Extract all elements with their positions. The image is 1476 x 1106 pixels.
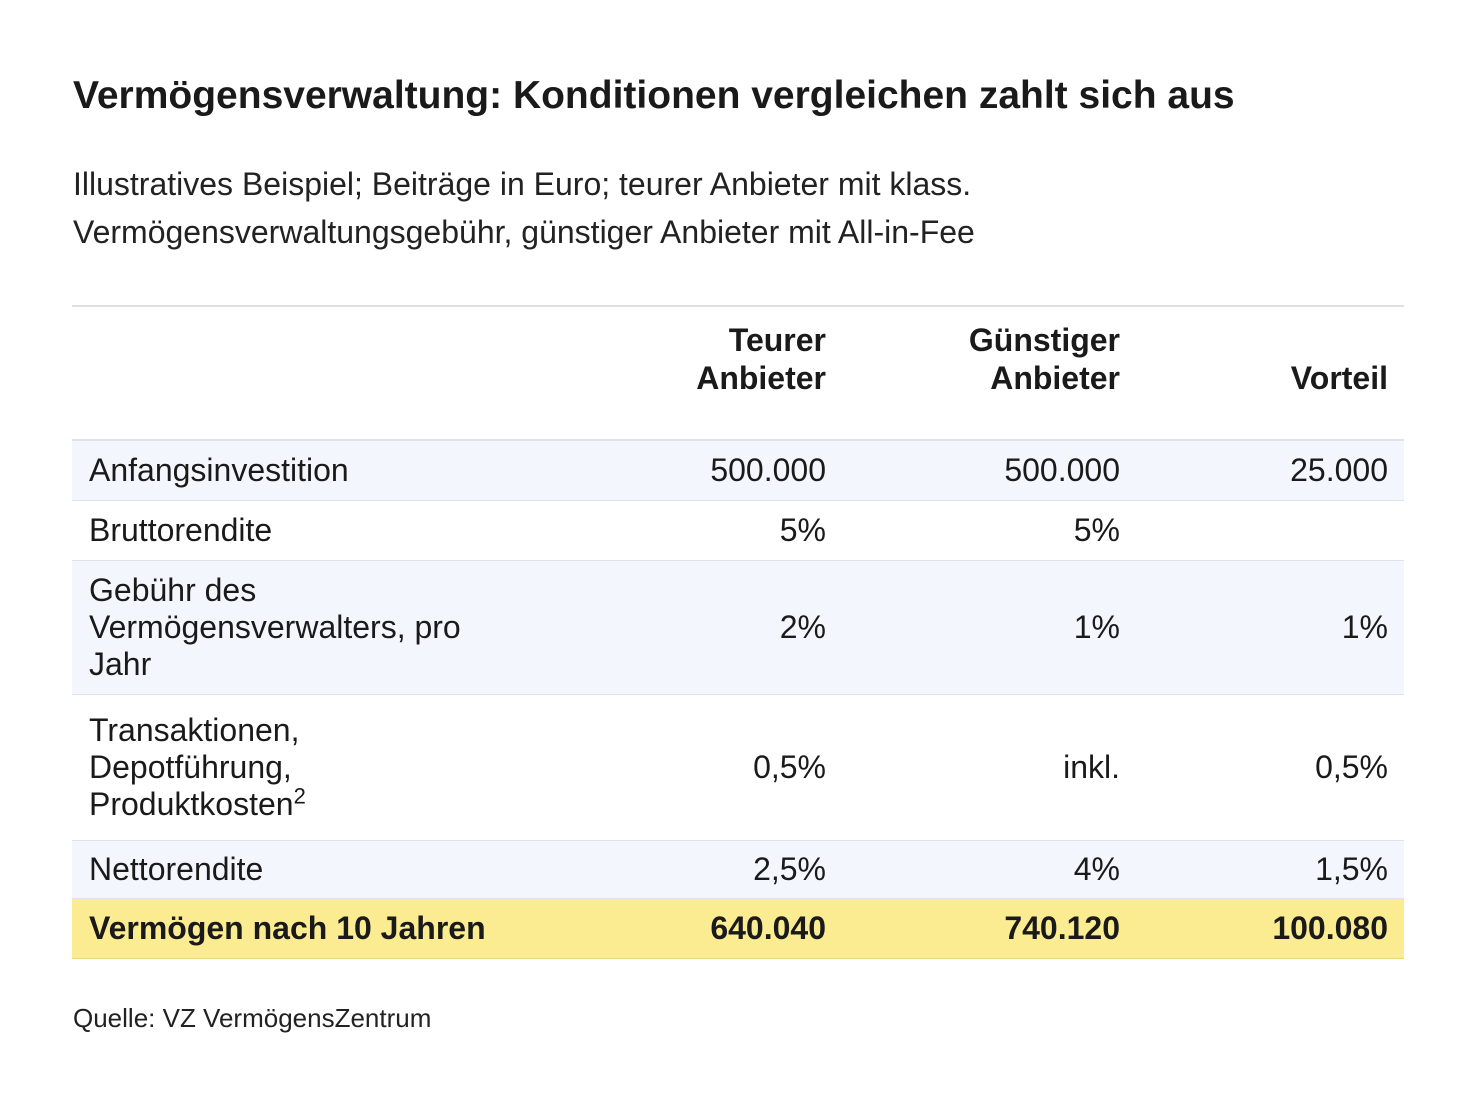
table-cell: 0,5% <box>753 749 826 785</box>
header-teurer-anbieter: Teurer Anbieter <box>524 321 826 397</box>
total-cell: 740.120 <box>1004 910 1120 946</box>
row-label-line: Anfangsinvestition <box>89 452 349 488</box>
table-cell: 25.000 <box>1290 452 1388 488</box>
header-vorteil: Vorteil <box>1120 359 1388 397</box>
table-cell: 500.000 <box>710 452 826 488</box>
table-cell: 1% <box>1073 609 1120 645</box>
row-label-line: Vermögensverwalters, pro <box>89 609 461 645</box>
table-header-row: Teurer Anbieter Günstiger Anbieter Vorte… <box>72 307 1404 441</box>
table-row: Gebühr des Vermögensverwalters, pro Jahr… <box>72 561 1404 695</box>
header-guenstiger-anbieter: Günstiger Anbieter <box>826 321 1120 397</box>
table-row: Transaktionen, Depotführung, Produktkost… <box>72 695 1404 841</box>
table-cell: 0,5% <box>1315 749 1388 785</box>
table-cell: 1,5% <box>1315 851 1388 887</box>
row-label: Gebühr des Vermögensverwalters, pro Jahr <box>72 572 524 683</box>
total-row-label: Vermögen nach 10 Jahren <box>89 910 486 946</box>
subtitle-line-2: Vermögensverwaltungsgebühr, günstiger An… <box>73 214 975 250</box>
chart-title: Vermögensverwaltung: Konditionen verglei… <box>73 74 1235 117</box>
header-line: Günstiger <box>968 322 1120 358</box>
table-row: Nettorendite 2,5% 4% 1,5% <box>72 841 1404 899</box>
row-label-line: Jahr <box>89 646 152 682</box>
subtitle-line-1: Illustratives Beispiel; Beiträge in Euro… <box>73 166 972 202</box>
row-label-line: Nettorendite <box>89 851 264 887</box>
row-label: Anfangsinvestition <box>72 452 524 489</box>
header-line: Vorteil <box>1290 360 1388 396</box>
row-label: Nettorendite <box>72 851 524 888</box>
table-cell: 2% <box>779 609 826 645</box>
header-line: Anbieter <box>696 360 826 396</box>
comparison-table: Teurer Anbieter Günstiger Anbieter Vorte… <box>72 305 1404 959</box>
row-label: Bruttorendite <box>72 512 524 549</box>
table-cell: 5% <box>1073 512 1120 548</box>
total-cell: 100.080 <box>1272 910 1388 946</box>
row-label-line: Bruttorendite <box>89 512 273 548</box>
table-cell: 5% <box>779 512 826 548</box>
table-row: Bruttorendite 5% 5% <box>72 501 1404 561</box>
table-cell: inkl. <box>1063 749 1120 785</box>
table-cell: 4% <box>1073 851 1120 887</box>
table-row: Anfangsinvestition 500.000 500.000 25.00… <box>72 441 1404 501</box>
source-note: Quelle: VZ VermögensZentrum <box>73 1003 432 1033</box>
row-label-line: Produktkosten2 <box>89 783 512 823</box>
table-cell: 1% <box>1341 609 1388 645</box>
row-label-line: Gebühr des <box>89 572 257 608</box>
row-label-text: Produktkosten <box>89 786 294 822</box>
table-cell: 2,5% <box>753 851 826 887</box>
row-label-line: Depotführung, <box>89 749 292 785</box>
table-cell: 500.000 <box>1004 452 1120 488</box>
chart-subtitle: Illustratives Beispiel; Beiträge in Euro… <box>73 160 1403 256</box>
header-line: Anbieter <box>990 360 1120 396</box>
footnote-marker: 2 <box>293 783 306 809</box>
row-label-line: Transaktionen, <box>89 712 300 748</box>
row-label: Transaktionen, Depotführung, Produktkost… <box>72 712 524 823</box>
total-cell: 640.040 <box>710 910 826 946</box>
table-total-row: Vermögen nach 10 Jahren 640.040 740.120 … <box>72 899 1404 959</box>
header-line: Teurer <box>728 322 826 358</box>
